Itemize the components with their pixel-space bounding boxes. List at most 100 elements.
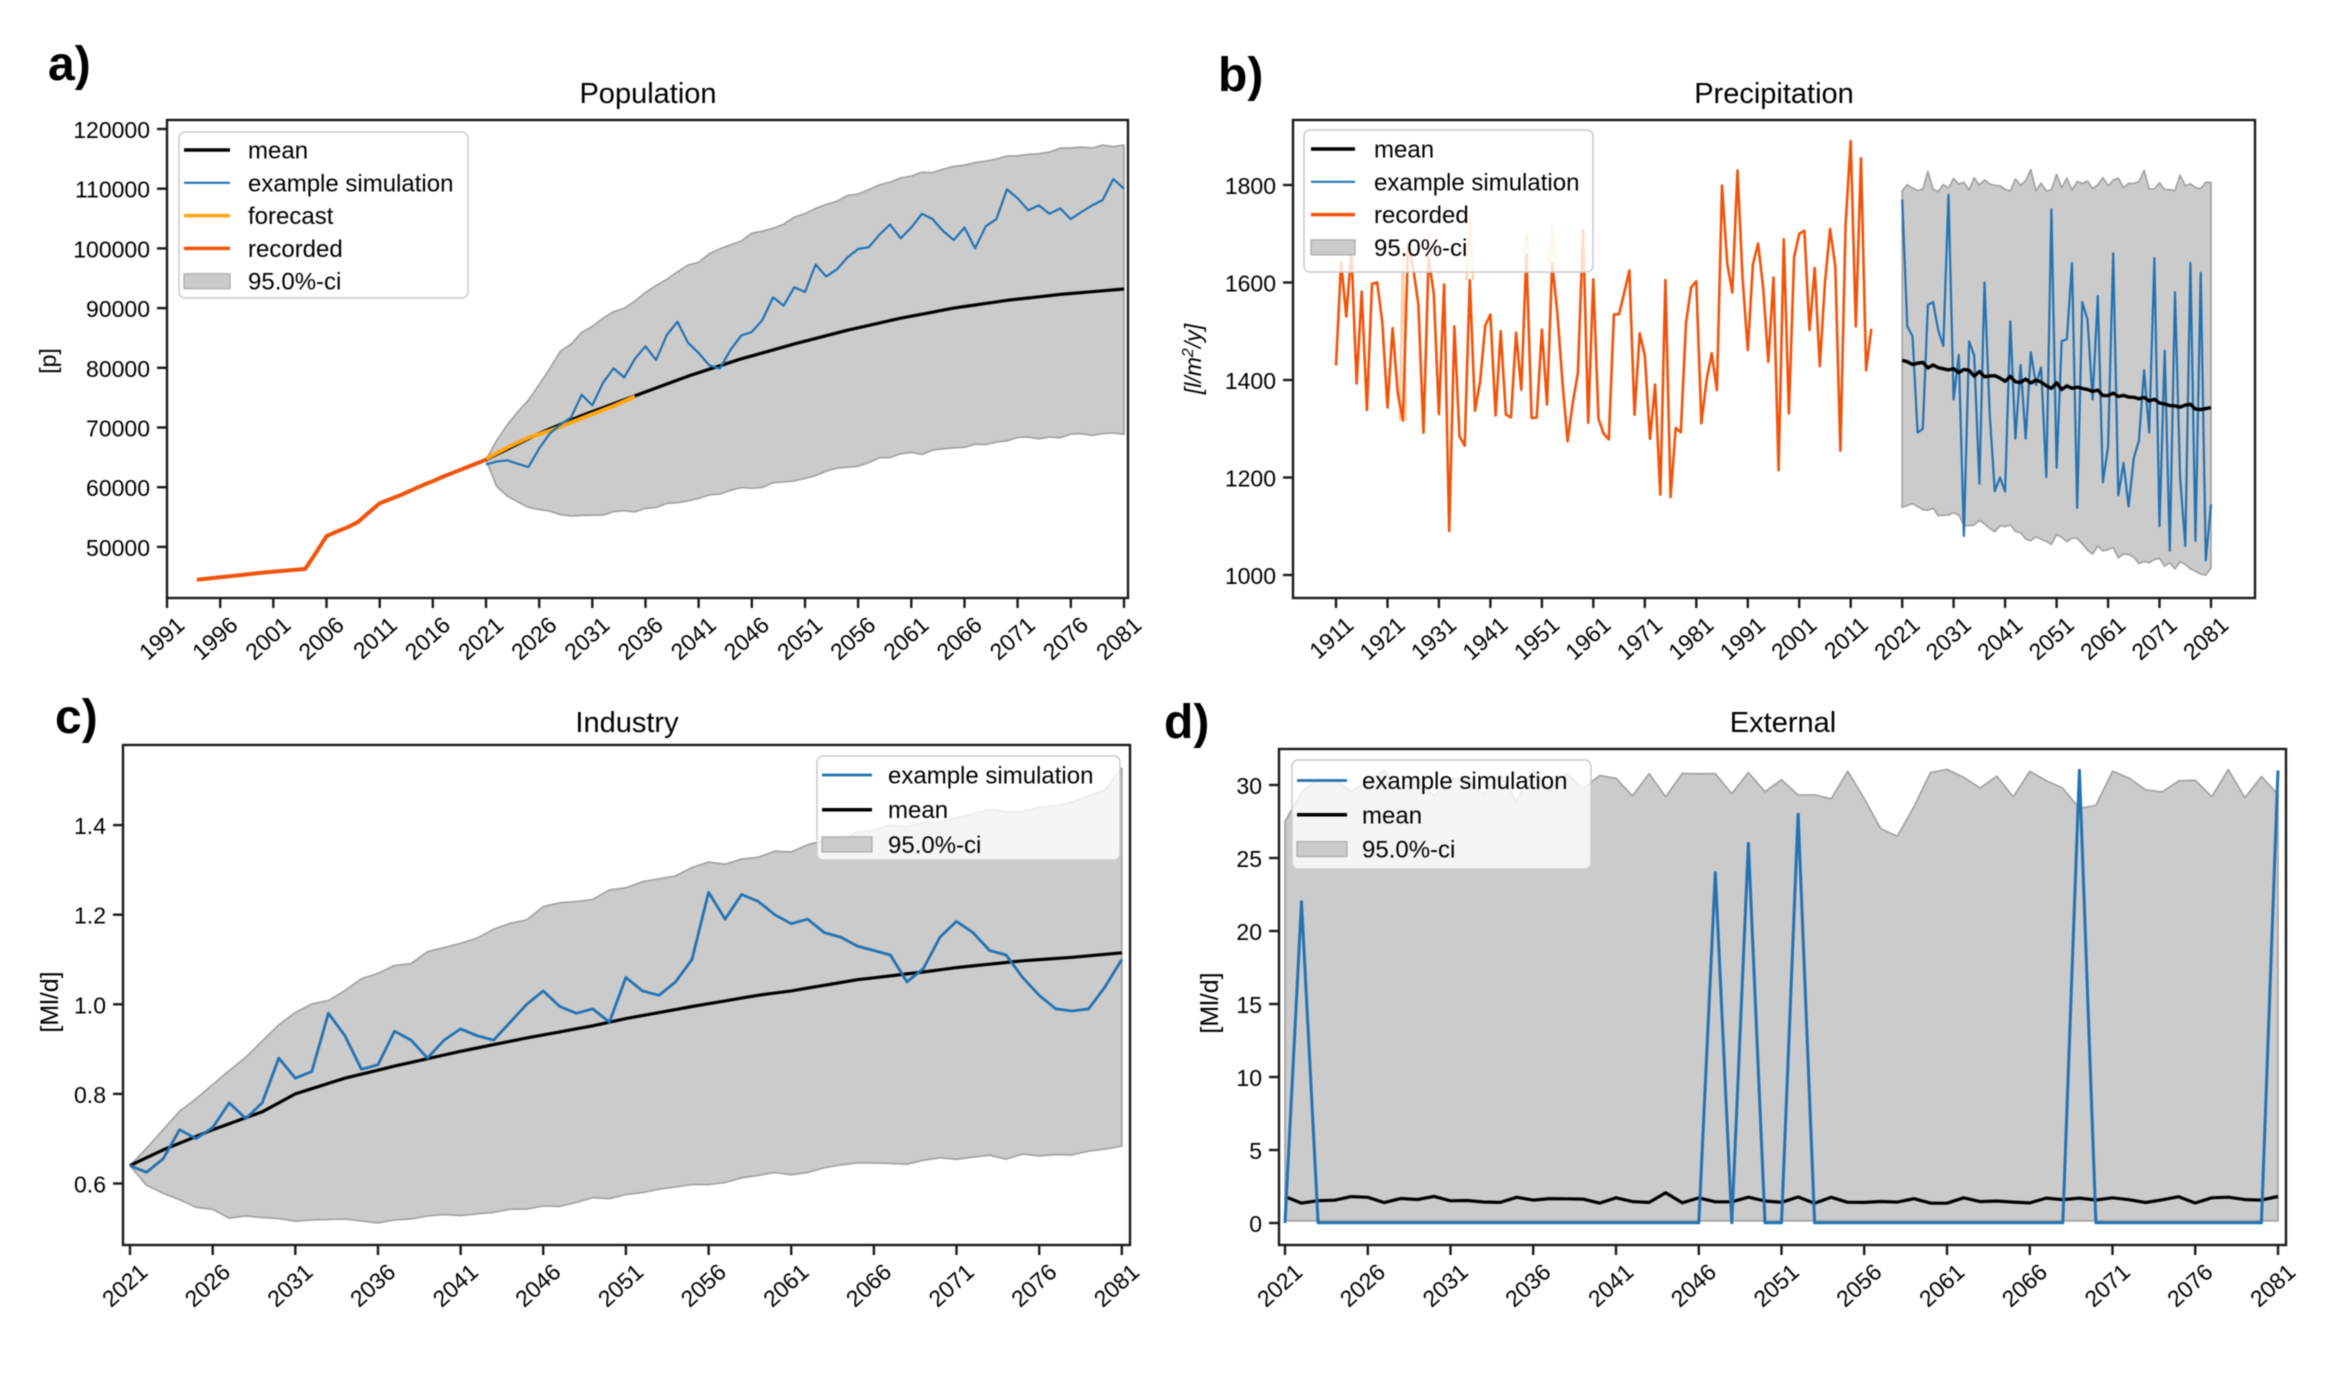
svg-text:1.2: 1.2 <box>74 903 106 929</box>
svg-text:example simulation: example simulation <box>1362 768 1567 795</box>
svg-text:1951: 1951 <box>1509 611 1564 665</box>
svg-text:1971: 1971 <box>1612 611 1667 665</box>
svg-text:2081: 2081 <box>2245 1258 2300 1312</box>
svg-text:2016: 2016 <box>400 611 455 665</box>
svg-text:2041: 2041 <box>1972 611 2027 665</box>
svg-text:2051: 2051 <box>1748 1258 1803 1312</box>
svg-text:2026: 2026 <box>506 611 561 665</box>
svg-text:2046: 2046 <box>1666 1258 1721 1312</box>
svg-text:60000: 60000 <box>86 475 150 501</box>
svg-text:External: External <box>1730 707 1836 739</box>
svg-text:[p]: [p] <box>35 348 61 374</box>
svg-text:c): c) <box>55 691 98 744</box>
svg-text:1961: 1961 <box>1560 611 1615 665</box>
svg-text:2061: 2061 <box>758 1258 813 1312</box>
svg-text:0.8: 0.8 <box>74 1082 106 1108</box>
svg-text:25: 25 <box>1236 846 1262 872</box>
svg-text:2081: 2081 <box>1091 611 1146 665</box>
svg-text:2066: 2066 <box>931 611 986 665</box>
svg-text:2051: 2051 <box>593 1258 648 1312</box>
svg-text:2021: 2021 <box>453 611 508 665</box>
svg-text:1000: 1000 <box>1225 563 1276 589</box>
svg-text:2066: 2066 <box>841 1258 896 1312</box>
svg-text:example simulation: example simulation <box>248 170 453 197</box>
svg-text:2051: 2051 <box>2024 611 2079 665</box>
svg-text:2056: 2056 <box>825 611 880 665</box>
svg-text:Industry: Industry <box>575 707 679 739</box>
svg-text:2046: 2046 <box>719 611 774 665</box>
svg-text:2026: 2026 <box>1335 1258 1390 1312</box>
svg-text:recorded: recorded <box>248 236 343 263</box>
svg-text:2071: 2071 <box>2126 611 2181 665</box>
svg-text:2081: 2081 <box>2178 611 2233 665</box>
svg-text:2041: 2041 <box>428 1258 483 1312</box>
svg-text:95.0%-ci: 95.0%-ci <box>888 832 981 859</box>
svg-text:2056: 2056 <box>1831 1258 1886 1312</box>
svg-text:95.0%-ci: 95.0%-ci <box>248 269 341 296</box>
svg-text:example simulation: example simulation <box>888 763 1093 790</box>
svg-text:2076: 2076 <box>1006 1258 1061 1312</box>
svg-text:2071: 2071 <box>923 1258 978 1312</box>
svg-text:2036: 2036 <box>612 611 667 665</box>
svg-text:2011: 2011 <box>348 611 402 663</box>
svg-text:2031: 2031 <box>1417 1258 1472 1312</box>
svg-text:2021: 2021 <box>1869 611 1924 665</box>
svg-text:[Ml/d]: [Ml/d] <box>1196 972 1224 1033</box>
svg-text:mean: mean <box>1362 802 1422 829</box>
svg-text:1921: 1921 <box>1354 611 1409 665</box>
svg-text:2001: 2001 <box>240 611 295 665</box>
svg-text:0: 0 <box>1249 1211 1262 1237</box>
svg-text:0.6: 0.6 <box>74 1172 106 1198</box>
svg-text:2046: 2046 <box>510 1258 565 1312</box>
svg-text:Precipitation: Precipitation <box>1694 78 1854 110</box>
svg-text:2021: 2021 <box>97 1258 152 1312</box>
svg-text:100000: 100000 <box>73 236 150 262</box>
svg-text:110000: 110000 <box>75 177 150 203</box>
svg-text:15: 15 <box>1236 992 1262 1018</box>
svg-text:2076: 2076 <box>1038 611 1093 665</box>
svg-text:95.0%-ci: 95.0%-ci <box>1362 837 1455 864</box>
svg-text:1941: 1941 <box>1457 611 1512 665</box>
svg-text:20: 20 <box>1236 919 1262 945</box>
svg-text:2036: 2036 <box>1500 1258 1555 1312</box>
svg-text:2026: 2026 <box>180 1258 235 1312</box>
svg-text:80000: 80000 <box>86 356 150 382</box>
svg-text:2021: 2021 <box>1252 1258 1307 1312</box>
svg-text:d): d) <box>1164 696 1209 749</box>
svg-text:2081: 2081 <box>1089 1258 1144 1312</box>
svg-text:5: 5 <box>1249 1138 1262 1164</box>
svg-text:2061: 2061 <box>2075 611 2130 665</box>
svg-text:mean: mean <box>248 138 308 165</box>
svg-text:2036: 2036 <box>345 1258 400 1312</box>
svg-text:1200: 1200 <box>1225 466 1276 492</box>
svg-text:[l/m2/y]: [l/m2/y] <box>1180 323 1206 395</box>
svg-text:2061: 2061 <box>878 611 933 665</box>
svg-text:70000: 70000 <box>86 416 150 442</box>
svg-text:1.4: 1.4 <box>74 813 106 839</box>
svg-text:2066: 2066 <box>1997 1258 2052 1312</box>
svg-text:1600: 1600 <box>1225 271 1276 297</box>
svg-text:Population: Population <box>579 78 716 110</box>
svg-text:90000: 90000 <box>86 296 150 322</box>
svg-text:2056: 2056 <box>676 1258 731 1312</box>
svg-text:1911: 1911 <box>1304 611 1358 663</box>
svg-text:1991: 1991 <box>134 611 189 665</box>
svg-text:2011: 2011 <box>1819 611 1873 663</box>
svg-text:2031: 2031 <box>559 611 614 665</box>
svg-text:1800: 1800 <box>1225 173 1276 199</box>
svg-text:1.0: 1.0 <box>74 992 106 1018</box>
svg-text:1996: 1996 <box>187 611 242 665</box>
svg-text:mean: mean <box>1374 137 1434 164</box>
svg-text:2041: 2041 <box>1583 1258 1638 1312</box>
svg-text:2031: 2031 <box>1921 611 1976 665</box>
svg-text:1400: 1400 <box>1225 368 1276 394</box>
svg-text:example simulation: example simulation <box>1374 169 1579 196</box>
svg-text:1981: 1981 <box>1663 611 1718 665</box>
svg-text:50000: 50000 <box>86 535 150 561</box>
svg-text:a): a) <box>48 38 91 91</box>
svg-text:forecast: forecast <box>248 203 334 230</box>
svg-text:1991: 1991 <box>1715 611 1770 665</box>
svg-text:2061: 2061 <box>1914 1258 1969 1312</box>
svg-text:2071: 2071 <box>985 611 1040 665</box>
svg-text:b): b) <box>1218 49 1263 102</box>
